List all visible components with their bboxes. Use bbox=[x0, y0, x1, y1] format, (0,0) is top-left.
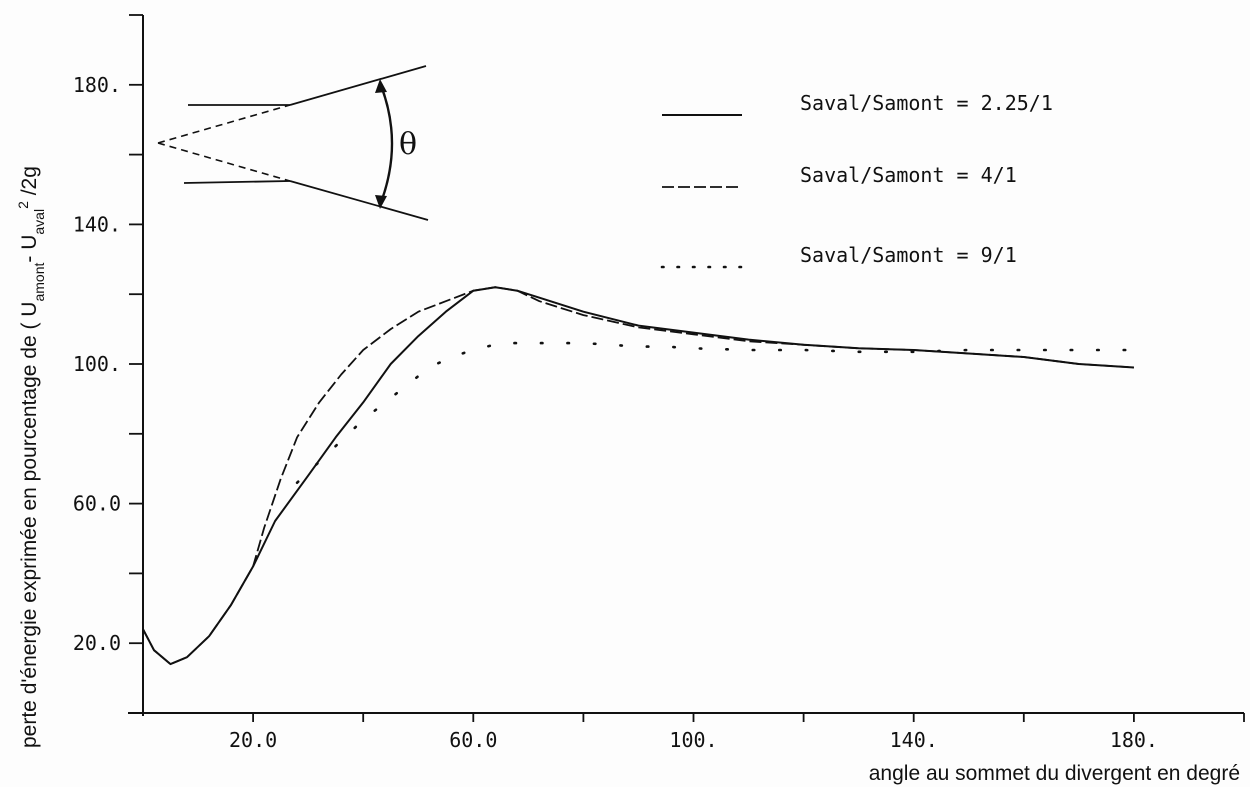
series-line-dashed bbox=[142, 286, 1134, 665]
y-tick-label: 60.0 bbox=[73, 492, 121, 516]
x-tick-label: 180. bbox=[1110, 728, 1158, 752]
lower-diffuser-wall bbox=[289, 180, 429, 221]
x-axis-title: angle au sommet du divergent en degré bbox=[869, 762, 1240, 785]
series-line-dotted bbox=[295, 341, 1136, 484]
y-tick-label: 20.0 bbox=[73, 631, 121, 655]
x-tick-label: 100. bbox=[669, 728, 717, 752]
series-layer bbox=[142, 286, 1136, 666]
angle-arc bbox=[378, 82, 394, 206]
upper-diffuser-wall bbox=[289, 65, 427, 106]
lower-extension-dashed bbox=[157, 142, 291, 182]
y-tick-label: 140. bbox=[73, 212, 121, 236]
lower-inlet-wall bbox=[183, 180, 291, 184]
legend-label: Saval/Samont = 9/1 bbox=[800, 243, 1017, 267]
x-tick-label: 140. bbox=[890, 728, 938, 752]
arc-arrowhead-top bbox=[375, 79, 387, 93]
y-tick-label: 100. bbox=[73, 352, 121, 376]
axes bbox=[128, 15, 1244, 716]
theta-label: θ bbox=[399, 127, 417, 162]
upper-extension-dashed bbox=[157, 104, 291, 144]
legend-label: Saval/Samont = 2.25/1 bbox=[800, 91, 1053, 115]
legend-label: Saval/Samont = 4/1 bbox=[800, 163, 1017, 187]
x-tick-label: 20.0 bbox=[229, 728, 277, 752]
legend: Saval/Samont = 2.25/1 Saval/Samont = 4/1 S… bbox=[660, 91, 1053, 269]
y-tick-label: 180. bbox=[73, 73, 121, 97]
diffuser-diagram: θ bbox=[157, 65, 429, 221]
ticks: 20.0 60.0 100. 140. 180. 20.0 60.0 100. 140. 180. bbox=[73, 14, 1245, 752]
arc-arrowhead-bottom bbox=[375, 195, 387, 209]
series-line-solid bbox=[142, 286, 1134, 666]
y-axis-title: perte d'énergie exprimée en pourcentage … bbox=[15, 166, 47, 748]
x-tick-label: 60.0 bbox=[449, 728, 497, 752]
